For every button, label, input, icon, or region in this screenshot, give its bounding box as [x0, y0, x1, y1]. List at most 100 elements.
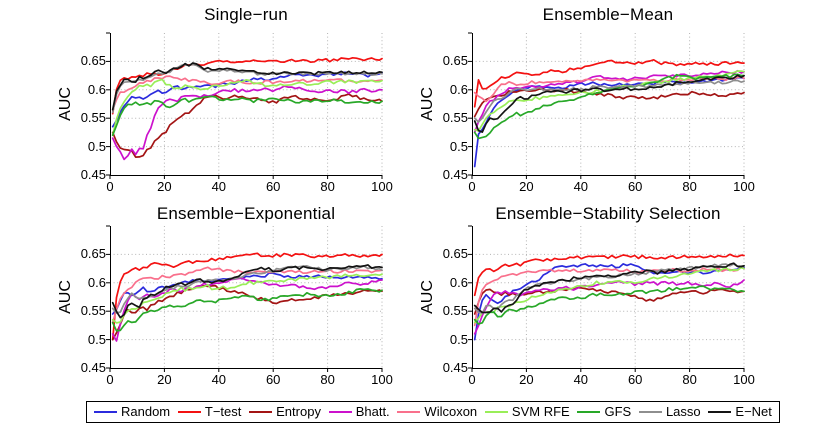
y-tick-label: 0.5	[449, 331, 468, 347]
y-tick-label: 0.45	[442, 167, 468, 182]
y-tick-label: 0.6	[449, 274, 468, 290]
x-tick-label: 40	[573, 179, 589, 194]
legend-label: T−test	[204, 404, 242, 419]
y-tick-label: 0.6	[87, 81, 106, 97]
y-tick-label: 0.55	[80, 303, 106, 319]
x-tick-label: 100	[371, 372, 393, 387]
legend-line-swatch	[249, 411, 273, 413]
x-tick-label: 20	[519, 372, 534, 387]
legend-label: Entropy	[276, 404, 321, 419]
legend-item-entropy: Entropy	[249, 403, 321, 421]
x-tick-label: 100	[733, 179, 755, 194]
x-tick-label: 0	[106, 372, 114, 387]
chart-title: Ensemble−Stability Selection	[495, 204, 721, 223]
series-line-bhatt-	[473, 279, 745, 335]
series-line-svm-rfe	[111, 273, 383, 324]
x-tick-label: 80	[682, 179, 697, 194]
y-tick-label: 0.65	[80, 246, 106, 262]
series-line-random	[473, 263, 745, 341]
series-line-entropy	[473, 87, 745, 118]
y-tick-label: 0.55	[442, 110, 468, 126]
y-tick-label: 0.65	[442, 246, 468, 262]
y-tick-label: 0.55	[442, 303, 468, 319]
legend: Random T−test Entropy Bhatt. Wilcoxon SVM RFE…	[86, 401, 780, 423]
series-line-entropy	[111, 93, 383, 158]
y-tick-label: 0.6	[449, 81, 468, 97]
y-tick-label: 0.5	[87, 331, 106, 347]
series-line-t-test	[473, 58, 745, 108]
chart-title: Ensemble−Exponential	[156, 204, 336, 223]
x-tick-label: 20	[519, 179, 534, 194]
chart-panel-ensemble-stability-selection: Ensemble−Stability Selection AUC 0.65 0.6 0…	[415, 193, 830, 389]
legend-line-swatch	[577, 411, 601, 413]
series-line-svm-rfe	[473, 266, 745, 324]
y-tick-label: 0.45	[80, 167, 106, 182]
y-tick-label: 0.5	[87, 138, 106, 154]
x-tick-label: 60	[627, 372, 643, 387]
x-tick-label: 20	[157, 179, 172, 194]
legend-line-swatch	[177, 411, 201, 413]
x-tick-label: 20	[157, 372, 172, 387]
legend-line-swatch	[94, 411, 117, 413]
y-tick-label: 0.65	[442, 53, 468, 69]
legend-label: E−Net	[735, 404, 772, 419]
series-line-bhatt-	[111, 85, 383, 161]
y-tick-label: 0.45	[80, 360, 106, 375]
legend-label: Wilcoxon	[424, 404, 478, 419]
legend-item-svm-rfe: SVM RFE	[484, 403, 570, 421]
legend-label: Lasso	[665, 404, 701, 419]
chart-panel-ensemble-exponential: Ensemble−Exponential AUC 0.65 0.6 0.55 0.5 0.…	[0, 193, 415, 389]
series-line-e-net	[111, 62, 383, 111]
x-tick-label: 60	[265, 179, 281, 194]
plot-canvas	[106, 225, 383, 372]
y-tick-label: 0.5	[449, 138, 468, 154]
chart-panel-single-run: Single−run AUC 0.65 0.6 0.55 0.5 0.45 0 20 40 60 8…	[0, 0, 415, 196]
series-line-random	[111, 272, 383, 315]
x-tick-label: 80	[682, 372, 697, 387]
legend-item-random: Random	[94, 403, 170, 421]
legend-item-gfs: GFS	[577, 403, 631, 421]
series-line-e-net	[473, 262, 745, 314]
x-tick-label: 0	[468, 372, 476, 387]
x-tick-label: 40	[211, 372, 227, 387]
plot-canvas	[106, 32, 383, 179]
legend-line-swatch	[484, 411, 508, 413]
series-line-wilcoxon	[111, 75, 383, 111]
series-line-e-net	[111, 264, 383, 319]
x-tick-label: 100	[733, 372, 755, 387]
legend-line-swatch	[638, 411, 662, 413]
x-tick-label: 100	[371, 179, 393, 194]
series-line-e-net	[473, 74, 745, 133]
y-tick-label: 0.45	[442, 360, 468, 375]
y-tick-label: 0.6	[87, 274, 106, 290]
x-tick-label: 0	[106, 179, 114, 194]
legend-line-swatch	[397, 411, 421, 413]
legend-line-swatch	[708, 411, 732, 413]
plot-canvas	[468, 32, 745, 179]
legend-item-lasso: Lasso	[638, 403, 701, 421]
series-line-t-test	[111, 252, 383, 341]
series-line-t-test	[111, 56, 383, 115]
legend-item-t-test: T−test	[177, 403, 242, 421]
x-tick-label: 40	[211, 179, 227, 194]
legend-line-swatch	[328, 411, 352, 413]
x-tick-label: 80	[320, 372, 335, 387]
legend-item-e-net: E−Net	[708, 403, 772, 421]
x-tick-label: 40	[573, 372, 589, 387]
x-tick-label: 0	[468, 179, 476, 194]
series-line-entropy	[111, 284, 383, 341]
y-tick-label: 0.55	[80, 110, 106, 126]
y-tick-label: 0.65	[80, 53, 106, 69]
series-line-gfs	[473, 285, 745, 325]
series-line-gfs	[111, 288, 383, 332]
legend-label: SVM RFE	[511, 404, 570, 419]
x-tick-label: 60	[627, 179, 643, 194]
chart-panel-ensemble-mean: Ensemble−Mean AUC 0.65 0.6 0.55 0.5 0.45 0 20 40…	[415, 0, 830, 196]
legend-label: Bhatt.	[355, 404, 390, 419]
chart-title: Ensemble−Mean	[542, 5, 674, 24]
x-tick-label: 60	[265, 372, 281, 387]
series-line-wilcoxon	[111, 266, 383, 324]
legend-label: GFS	[604, 404, 632, 419]
series-line-t-test	[473, 253, 745, 297]
